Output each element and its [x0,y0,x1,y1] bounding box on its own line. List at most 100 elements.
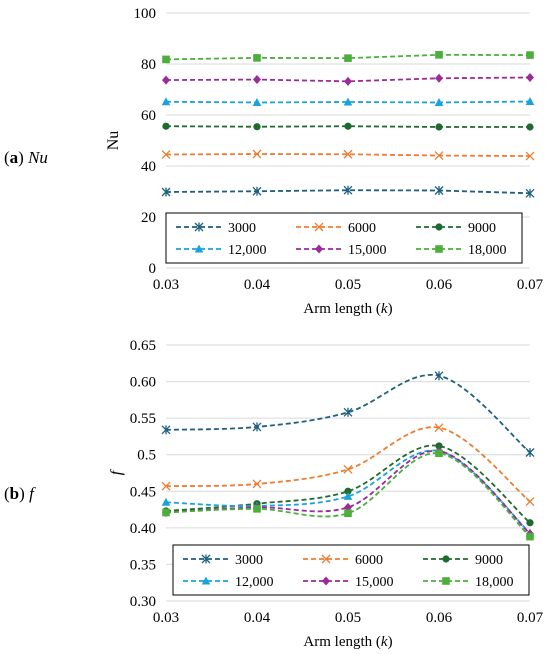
legend-box [165,212,523,264]
series-line [165,373,531,454]
y-tick-label: 0.30 [130,594,156,610]
data-point [344,122,352,130]
data-point [435,449,443,458]
series-line [165,53,531,61]
legend-label: 18,000 [468,243,507,258]
y-tick-label: 0 [149,261,157,277]
panel-letter-a: a [9,148,19,167]
legend-label: 3000 [235,553,263,568]
legend-marker [322,576,330,586]
series-18000 [162,449,534,541]
data-point [253,54,261,62]
x-tick-label: 0.06 [426,610,453,626]
panel-name-b: f [29,484,34,503]
data-point [162,508,170,517]
x-tick-label: 0.04 [244,277,271,293]
y-tick-label: 0.45 [130,484,156,500]
y-tick-label: 80 [141,57,156,73]
x-tick-label: 0.03 [153,277,179,293]
data-point [344,509,352,518]
legend-marker [194,222,204,232]
data-point [435,123,443,131]
legend-label: 12,000 [228,243,267,258]
data-point [252,186,262,196]
legend-label: 6000 [355,553,383,568]
legend-marker [315,244,323,254]
legend-marker [321,554,331,564]
y-tick-label: 60 [141,108,156,124]
data-point [435,73,443,83]
data-point [161,187,171,197]
panel-label-a: (a) Nu [4,148,48,167]
series-line [165,100,531,104]
data-point [253,505,261,513]
data-point [162,75,170,85]
series-line [165,125,530,128]
data-point [435,51,443,59]
data-point [252,479,262,489]
y-tick-label: 0.35 [130,557,156,573]
legend-label: 12,000 [235,575,274,590]
series-line [165,153,531,157]
legend-marker [435,223,443,231]
x-tick-label: 0.06 [426,277,453,293]
data-point [161,481,171,491]
data-point [526,123,534,131]
legend-label: 9000 [475,553,503,568]
data-point [343,491,353,500]
legend-marker [314,222,324,232]
data-point [161,97,171,106]
data-point [344,76,352,86]
data-point [161,150,171,159]
chart-panel-a: 0 20 40 60 80 100 0.03 0.04 0.05 0.06 0.07 Arm leng… [105,6,544,317]
legend: 3000 6000 9000 12,000 15,000 18,000 [165,212,523,264]
data-point [434,423,444,433]
legend-marker [442,555,450,563]
y-tick-label: 0.65 [130,338,156,354]
data-point [526,519,534,527]
legend-marker [201,576,211,585]
data-point [434,98,444,107]
legend-label: 15,000 [355,575,394,590]
data-point [434,185,444,195]
legend-box [172,544,530,596]
data-point [344,54,352,62]
data-point [525,96,535,105]
data-point [525,448,535,458]
data-point [525,497,535,506]
y-axis-title: f [108,468,125,475]
data-point [435,442,443,450]
series-line [165,426,531,503]
y-tick-label: 40 [141,159,156,175]
data-point [252,422,262,432]
series-line [165,76,531,83]
legend-marker [201,554,211,564]
y-tick-label: 100 [134,6,157,22]
y-tick-label: 20 [141,210,156,226]
x-tick-label: 0.04 [244,610,271,626]
x-tick-label: 0.03 [153,610,179,626]
data-point [526,51,534,59]
series-12000 [161,96,535,107]
y-tick-label: 0.55 [130,411,156,427]
data-point [343,97,353,106]
legend-label: 18,000 [475,575,514,590]
data-point [343,149,353,159]
legend-label: 6000 [348,221,376,236]
series-3000 [161,371,535,458]
data-point [526,73,534,83]
data-point [253,123,261,131]
data-point [161,425,171,435]
chart-panel-b: 0.30 0.35 0.40 0.45 0.5 0.55 0.60 0.65 0.03 0.04 0… [108,338,544,650]
data-point [162,122,170,130]
data-point [434,151,444,161]
legend-marker [442,577,450,585]
y-tick-label: 0.5 [137,448,156,464]
series-18000 [162,51,534,64]
panel-letter-b: b [9,484,20,503]
data-point [343,185,353,195]
y-tick-label: 0.60 [130,375,156,391]
series-15000 [162,73,534,86]
legend-marker [194,244,204,253]
